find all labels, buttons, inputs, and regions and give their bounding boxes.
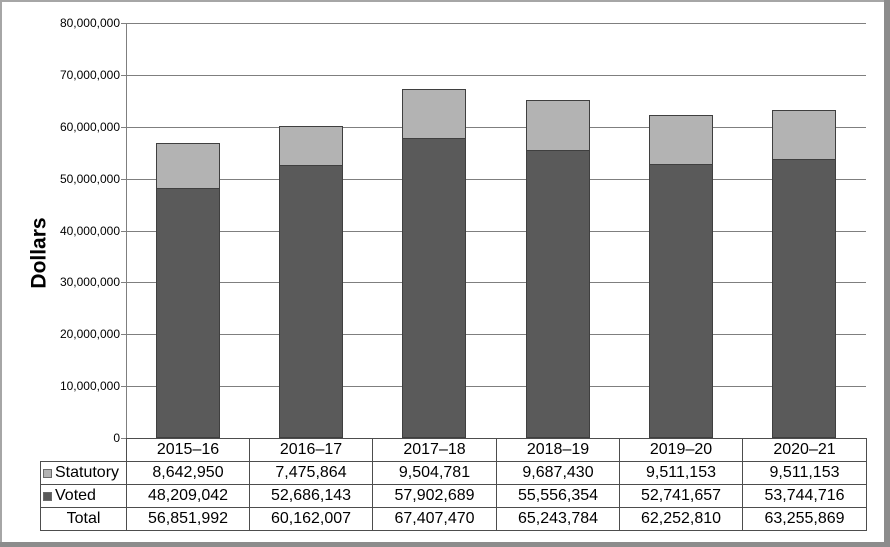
- year-header-cell: 2017–18: [372, 438, 497, 462]
- table-value-cell: 9,511,153: [742, 461, 867, 485]
- bar-segment-voted: [772, 159, 836, 438]
- bar-segment-voted: [402, 138, 466, 438]
- table-value-cell: 63,255,869: [742, 507, 867, 531]
- table-value-cell: 8,642,950: [126, 461, 250, 485]
- table-value-cell: 65,243,784: [496, 507, 620, 531]
- bar-segment-statutory: [526, 100, 590, 150]
- bar-column-5: [649, 115, 713, 438]
- bar-segment-statutory: [649, 115, 713, 164]
- bar-column-3: [402, 89, 466, 438]
- table-row-years: 2015–16 2016–17 2017–18 2018–19 2019–20 2020–…: [41, 438, 867, 462]
- table-row-voted: Voted 48,209,042 52,686,143 57,902,689 55,55…: [40, 484, 867, 508]
- y-axis-title: Dollars: [27, 217, 51, 289]
- frame-border-top: [0, 0, 890, 2]
- table-value-cell: 52,741,657: [619, 484, 743, 508]
- bar-segment-statutory: [279, 126, 343, 165]
- frame-border-bottom: [0, 542, 890, 547]
- bar-column-4: [526, 100, 590, 438]
- row-label-text: Voted: [55, 487, 96, 504]
- bar-column-2: [279, 126, 343, 438]
- table-value-cell: 9,504,781: [372, 461, 497, 485]
- gridline: [126, 179, 866, 180]
- bar-segment-voted: [156, 188, 220, 438]
- gridline: [126, 75, 866, 76]
- legend-key-statutory: [43, 469, 52, 478]
- bar-segment-voted: [526, 150, 590, 438]
- gridline: [126, 386, 866, 387]
- year-header-cell: 2019–20: [619, 438, 743, 462]
- table-value-cell: 60,162,007: [249, 507, 373, 531]
- year-header-cell: 2015–16: [126, 438, 250, 462]
- frame-border-right: [884, 0, 890, 547]
- table-value-cell: 9,687,430: [496, 461, 620, 485]
- legend-key-voted: [43, 492, 52, 501]
- table-value-cell: 9,511,153: [619, 461, 743, 485]
- bar-segment-statutory: [772, 110, 836, 159]
- gridline: [126, 23, 866, 24]
- table-value-cell: 57,902,689: [372, 484, 497, 508]
- table-value-cell: 53,744,716: [742, 484, 867, 508]
- table-corner-empty: [41, 439, 127, 462]
- year-header-cell: 2018–19: [496, 438, 620, 462]
- table-row-total: Total 56,851,992 60,162,007 67,407,470 65,24…: [40, 507, 867, 531]
- table-value-cell: 62,252,810: [619, 507, 743, 531]
- table-value-cell: 48,209,042: [126, 484, 250, 508]
- gridline: [126, 231, 866, 232]
- y-axis-title-wrap: Dollars: [0, 23, 80, 483]
- row-label-text: Statutory: [55, 464, 120, 481]
- table-value-cell: 7,475,864: [249, 461, 373, 485]
- row-label-total: Total: [40, 507, 127, 531]
- gridline: [126, 127, 866, 128]
- year-header-cell: 2020–21: [742, 438, 867, 462]
- data-table: 2015–16 2016–17 2017–18 2018–19 2019–20 2020–…: [40, 438, 867, 531]
- bar-segment-voted: [649, 164, 713, 438]
- bar-column-6: [772, 110, 836, 438]
- plot-area: [126, 23, 866, 438]
- bar-column-1: [156, 143, 220, 438]
- frame-border-left: [0, 0, 2, 547]
- table-value-cell: 55,556,354: [496, 484, 620, 508]
- row-label-statutory: Statutory: [40, 461, 127, 485]
- table-value-cell: 67,407,470: [372, 507, 497, 531]
- table-value-cell: 52,686,143: [249, 484, 373, 508]
- bar-segment-statutory: [156, 143, 220, 188]
- table-row-statutory: Statutory 8,642,950 7,475,864 9,504,781 9,68…: [40, 461, 867, 485]
- bar-segment-statutory: [402, 89, 466, 138]
- year-header-cell: 2016–17: [249, 438, 373, 462]
- gridline: [126, 282, 866, 283]
- row-label-text: Total: [66, 510, 101, 527]
- gridline: [126, 334, 866, 335]
- bar-segment-voted: [279, 165, 343, 438]
- row-label-voted: Voted: [40, 484, 127, 508]
- table-value-cell: 56,851,992: [126, 507, 250, 531]
